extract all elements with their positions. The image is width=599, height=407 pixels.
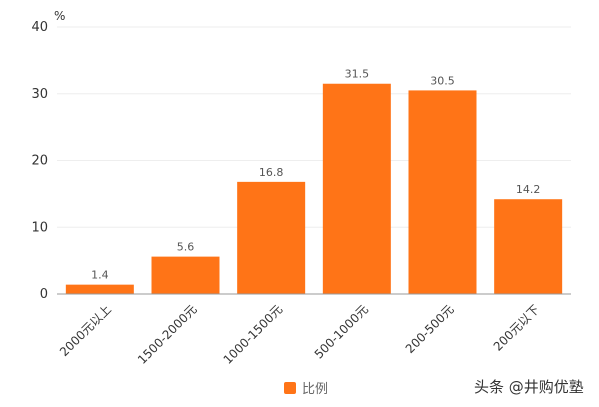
y-axis-ticks: 0 10 20 30 40 (31, 20, 48, 302)
y-tick-10: 10 (31, 220, 48, 235)
x-tick-6: 200元以下 (491, 302, 543, 354)
data-label-5: 30.5 (430, 74, 455, 87)
data-label-2: 5.6 (177, 241, 195, 254)
bar-2 (151, 256, 220, 294)
bar-4 (322, 83, 391, 294)
bars (65, 83, 563, 294)
legend-swatch (284, 381, 296, 394)
bar-6 (494, 199, 563, 294)
bar-5 (408, 90, 477, 294)
data-label-4: 31.5 (345, 68, 370, 81)
grid-lines (57, 26, 571, 228)
bar-3 (237, 181, 306, 294)
y-tick-0: 0 (40, 287, 48, 302)
x-tick-3: 1000-1500元 (221, 302, 286, 367)
legend: 比例 (284, 378, 328, 397)
x-axis-ticks: 2000元以上 1500-2000元 1000-1500元 500-1000元 200-… (57, 302, 542, 367)
x-tick-5: 200-500元 (403, 302, 457, 356)
data-label-1: 1.4 (91, 269, 109, 282)
y-axis-unit-label: % (54, 9, 65, 23)
x-tick-2: 1500-2000元 (135, 302, 200, 367)
y-tick-30: 30 (31, 87, 48, 102)
x-tick-1: 2000元以上 (57, 302, 114, 359)
data-label-3: 16.8 (259, 166, 284, 179)
legend-label: 比例 (302, 382, 329, 397)
x-tick-4: 500-1000元 (312, 302, 371, 361)
bar-1 (65, 284, 134, 294)
data-labels: 1.4 5.6 16.8 31.5 30.5 14.2 (91, 68, 540, 282)
y-tick-20: 20 (31, 154, 48, 169)
y-tick-40: 40 (31, 20, 48, 35)
watermark: 头条 @井购优塾 (474, 378, 584, 396)
data-label-6: 14.2 (516, 183, 541, 196)
